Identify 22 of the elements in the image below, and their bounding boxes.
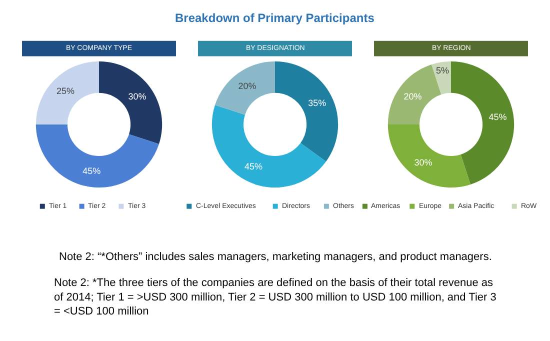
data-label: 20%	[238, 81, 256, 92]
text: Note 2: “*Others” includes sales managers, marketing managers, and product managers.	[59, 251, 492, 263]
text: Note 2: *The three tiers of the companies are defined on the basis of their total revenue as of 2014; Tier 1 = >USD 300 million, Tier 2 = USD 300 million to USD 100 million, and Tier 3 = <USD 100 million	[54, 277, 496, 318]
donut-slice	[212, 104, 326, 188]
data-label: 45%	[244, 162, 263, 172]
data-label: 45%	[488, 112, 507, 122]
donut-slice	[275, 61, 338, 162]
data-label: 20%	[404, 92, 422, 102]
donut-slice	[215, 61, 275, 115]
text: Breakdown of Primary Participants	[175, 11, 375, 25]
donut-slice	[432, 61, 451, 94]
data-label: 5%	[436, 66, 449, 76]
donut-slice	[36, 124, 159, 188]
data-label: 45%	[82, 166, 101, 176]
donut-slice	[99, 61, 162, 144]
donut-slice	[36, 61, 99, 124]
data-label: 35%	[308, 98, 326, 108]
donut-slice	[388, 124, 470, 188]
data-label: 30%	[128, 92, 146, 102]
data-label: 30%	[414, 158, 432, 168]
data-label: 25%	[56, 86, 75, 96]
donut-slice	[451, 61, 514, 184]
